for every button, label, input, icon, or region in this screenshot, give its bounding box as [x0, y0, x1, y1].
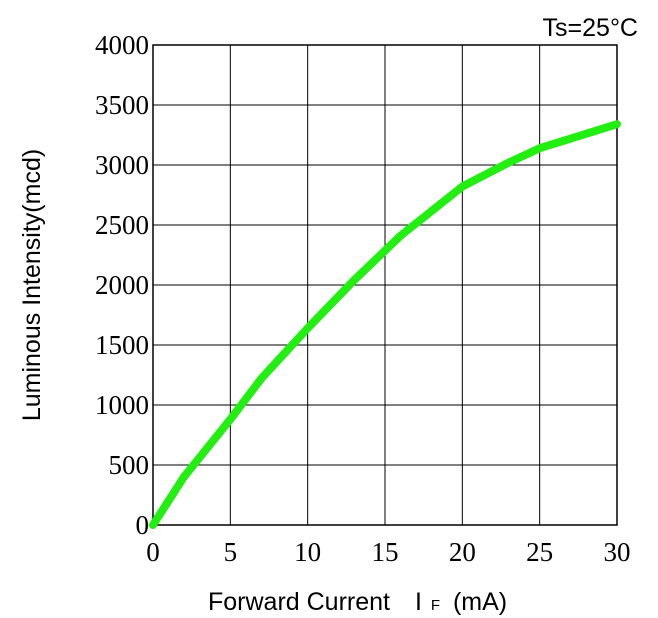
x-tick-label: 30: [604, 537, 631, 567]
y-axis-title: Luminous Intensity(mcd): [18, 149, 46, 421]
series-layer: [149, 120, 621, 529]
y-tick-label: 2000: [95, 270, 149, 300]
x-tick-label: 15: [372, 537, 399, 567]
y-tick-label: 500: [109, 450, 150, 480]
y-tick-label: 0: [136, 510, 150, 540]
series-line-0: [149, 120, 621, 529]
x-tick-label: 10: [294, 537, 321, 567]
y-tick-label: 2500: [95, 210, 149, 240]
y-tick-label: 1500: [95, 330, 149, 360]
x-tick-label: 25: [526, 537, 553, 567]
x-tick-label: 0: [146, 537, 160, 567]
y-tick-label: 4000: [95, 30, 149, 60]
grid-lines: [152, 44, 618, 526]
x-axis-title-main: Forward Current: [208, 588, 390, 616]
plot-frame: [152, 44, 618, 526]
x-tick-label: 5: [224, 537, 238, 567]
x-tick-label: 20: [449, 537, 476, 567]
x-axis-title: Forward Current I F (mA): [208, 588, 507, 616]
annotation-temperature: Ts=25°C: [543, 14, 638, 42]
x-axis-title-subscript: F: [431, 597, 440, 614]
y-tick-label: 1000: [95, 390, 149, 420]
y-axis-ticks: 0 500 1000 1500 2000 2500 3000 3500 4000: [95, 30, 149, 540]
y-tick-label: 3000: [95, 150, 149, 180]
x-axis-title-unit: (mA): [453, 588, 507, 616]
y-tick-label: 3500: [95, 90, 149, 120]
x-axis-ticks: 0 5 10 15 20 25 30: [146, 537, 630, 567]
x-axis-title-symbol: I: [415, 588, 422, 616]
